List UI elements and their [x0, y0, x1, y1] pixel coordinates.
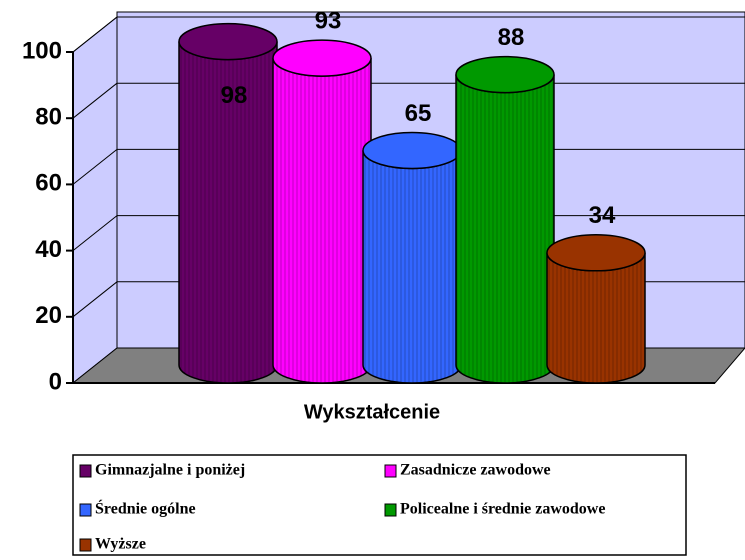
- bar-texture: [179, 41, 277, 383]
- cylinder: 34: [546, 202, 646, 384]
- grid-line: [72, 82, 118, 119]
- bar-top: [455, 55, 555, 94]
- cylinder: 65: [362, 100, 462, 384]
- y-tick-label: 80: [35, 104, 62, 131]
- grid-line: [72, 215, 118, 251]
- legend-label: Zasadnicze zawodowe: [400, 462, 551, 479]
- y-tick-label: 0: [49, 368, 62, 395]
- grid-line: [72, 16, 118, 53]
- grid-line: [72, 281, 118, 318]
- legend-label: Policealne i średnie zawodowe: [400, 501, 605, 518]
- bar-texture: [456, 74, 554, 383]
- y-tick-label: 60: [35, 170, 62, 197]
- bar-top: [178, 22, 278, 61]
- bar-top: [546, 234, 646, 272]
- bar-texture: [273, 58, 371, 383]
- side-wall: [72, 15, 118, 385]
- value-label: 93: [315, 7, 342, 34]
- legend-swatch: [79, 464, 92, 478]
- x-axis-title: Wykształcenie: [304, 401, 440, 423]
- legend: [72, 454, 687, 556]
- cylinder: 88: [455, 24, 555, 384]
- y-tick-label: 100: [22, 37, 62, 64]
- cylinder: 93: [272, 7, 372, 384]
- legend-label: Gimnazjalne i poniżej: [95, 462, 245, 479]
- legend-label: Wyższe: [95, 536, 146, 553]
- value-label: 34: [589, 202, 616, 229]
- bar-top: [362, 131, 462, 170]
- y-tick-label: 20: [35, 302, 62, 329]
- bar-texture: [363, 150, 461, 383]
- y-tick-label: 40: [35, 236, 62, 263]
- value-label: 98: [221, 82, 248, 109]
- legend-swatch: [384, 464, 397, 478]
- value-label: 65: [405, 100, 432, 127]
- bar-top: [272, 39, 372, 77]
- legend-label: Średnie ogólne: [95, 499, 196, 518]
- value-label: 88: [498, 24, 525, 51]
- grid-line: [72, 149, 118, 185]
- bar-texture: [547, 252, 645, 383]
- cylinder: 98: [178, 22, 278, 384]
- legend-swatch: [79, 538, 92, 552]
- legend-swatch: [79, 503, 92, 517]
- legend-swatch: [384, 503, 397, 517]
